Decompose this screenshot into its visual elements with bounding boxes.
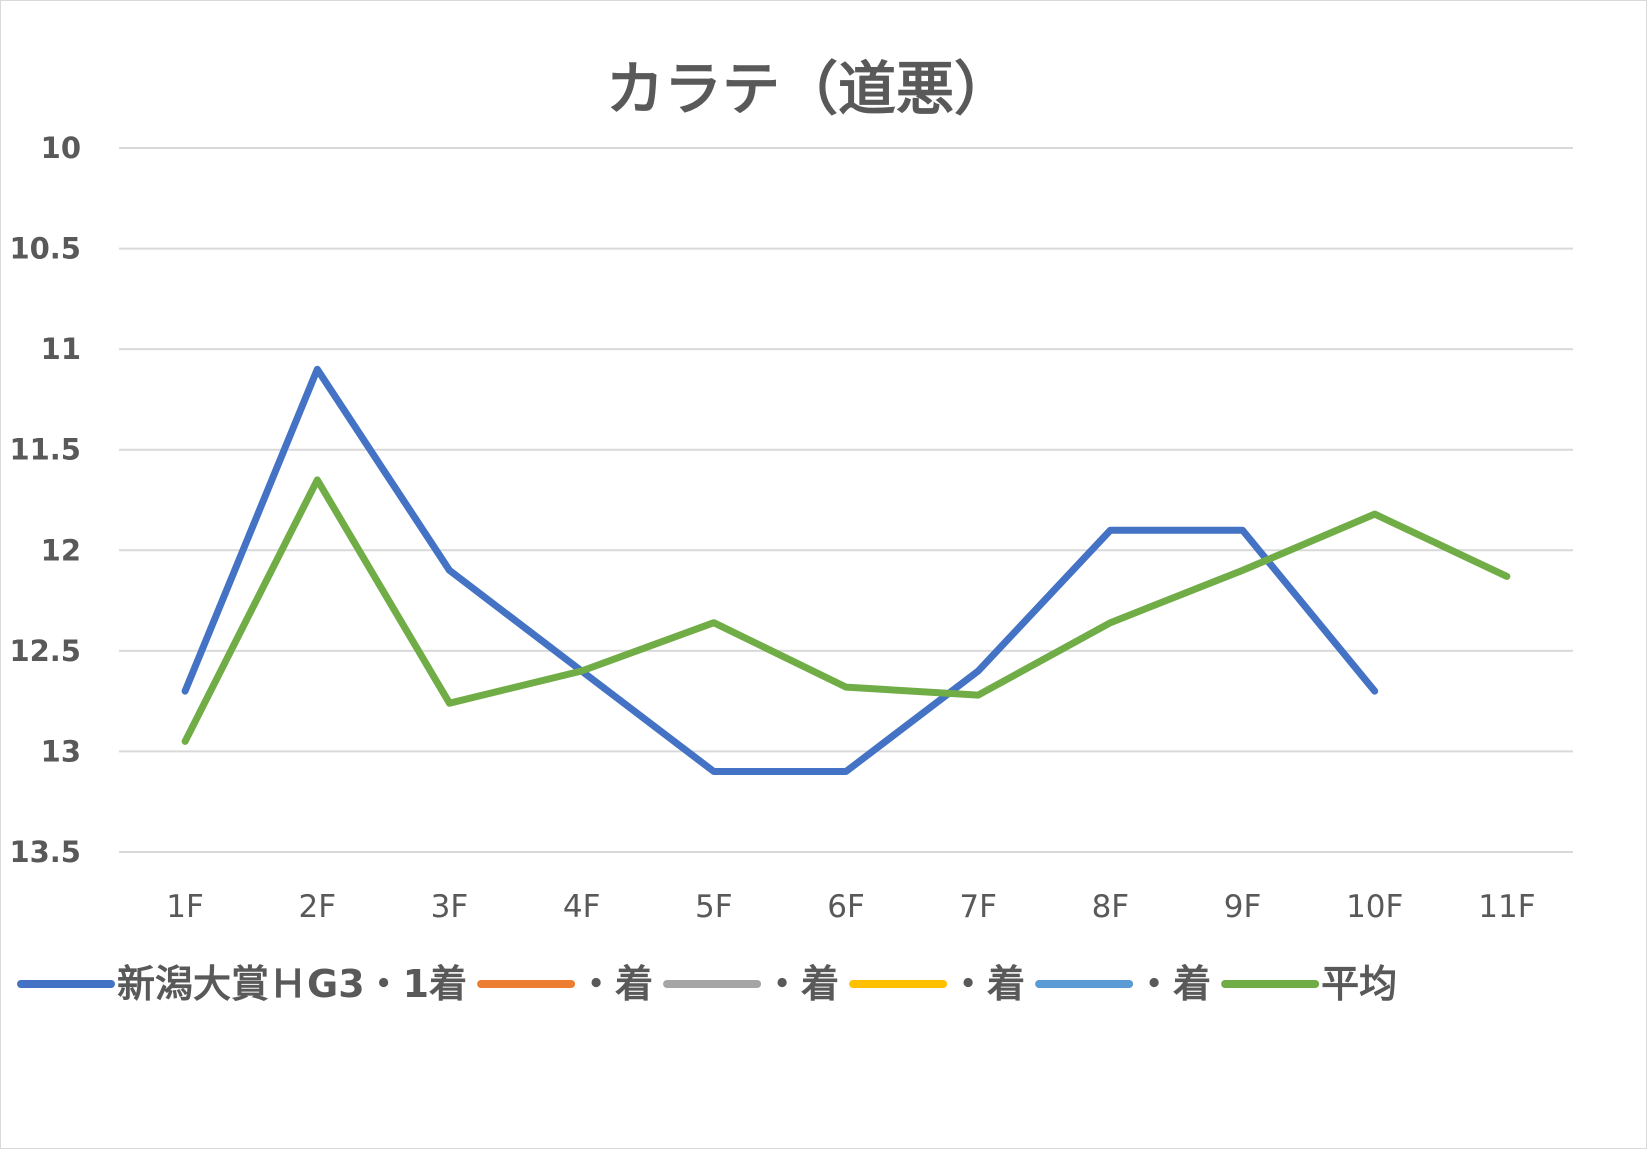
series-line-5 xyxy=(181,476,1511,745)
x-tick-label: 4F xyxy=(563,889,601,925)
y-tick-label: 12.5 xyxy=(9,634,81,668)
x-tick-label: 5F xyxy=(695,889,733,925)
x-tick-label: 7F xyxy=(959,889,997,925)
gridlines xyxy=(119,147,1573,853)
legend-label-5: 平均 xyxy=(1321,962,1397,1006)
y-tick-label: 12 xyxy=(41,533,81,567)
chart-title: カラテ（道悪） xyxy=(606,55,1012,123)
x-tick-label: 9F xyxy=(1224,889,1262,925)
legend-label-4: ・着 xyxy=(1135,962,1211,1006)
legend-label-3: ・着 xyxy=(949,962,1025,1006)
x-tick-label: 6F xyxy=(827,889,865,925)
y-tick-label: 10 xyxy=(41,131,81,165)
series-lines xyxy=(181,365,1511,775)
series-line-0 xyxy=(181,365,1379,775)
y-axis-ticks: 10 10.5 11 11.5 12 12.5 13 13.5 xyxy=(9,131,81,869)
y-tick-label: 13 xyxy=(41,734,81,768)
y-tick-label: 11.5 xyxy=(9,433,81,467)
x-tick-label: 11F xyxy=(1478,889,1535,925)
x-tick-label: 8F xyxy=(1092,889,1130,925)
legend: 新潟大賞ＨG3・1着 ・着 ・着 ・着 ・着 平均 xyxy=(17,962,1397,1006)
x-tick-label: 2F xyxy=(298,889,336,925)
x-axis-ticks: 1F 2F 3F 4F 5F 6F 7F 8F 9F 10F 11F xyxy=(166,889,1535,925)
x-tick-label: 3F xyxy=(431,889,469,925)
legend-label-0: 新潟大賞ＨG3・1着 xyxy=(117,962,467,1006)
y-tick-label: 10.5 xyxy=(9,232,81,266)
x-tick-label: 1F xyxy=(166,889,204,925)
legend-label-2: ・着 xyxy=(763,962,839,1006)
y-tick-label: 11 xyxy=(41,332,81,366)
y-tick-label: 13.5 xyxy=(9,835,81,869)
legend-label-1: ・着 xyxy=(577,962,653,1006)
x-tick-label: 10F xyxy=(1346,889,1403,925)
